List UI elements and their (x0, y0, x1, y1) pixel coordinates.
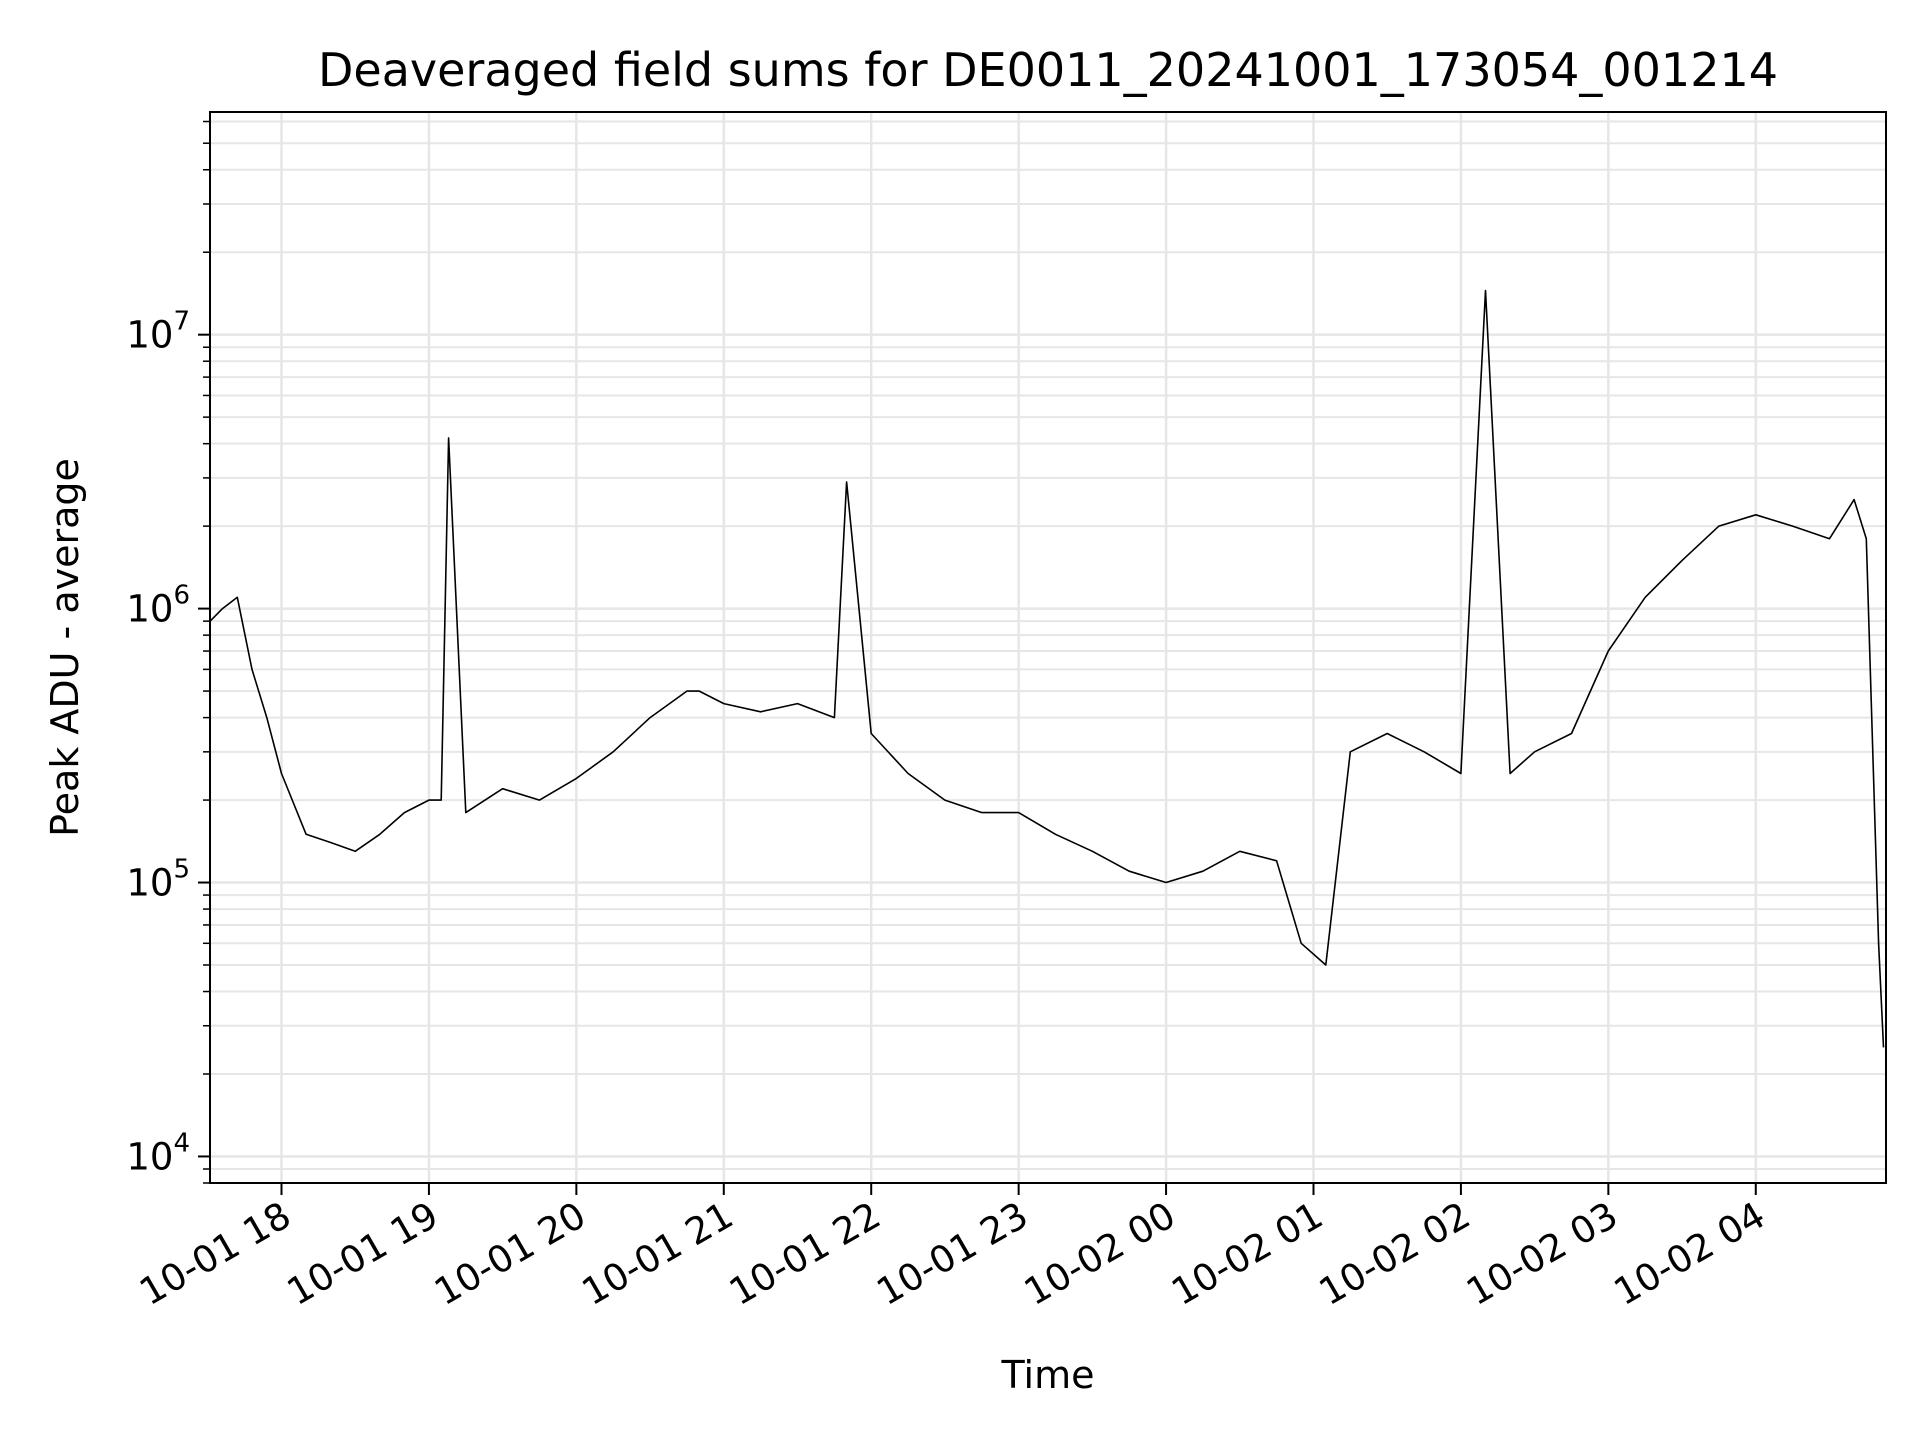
series-line (209, 289, 1885, 1048)
y-tick-label: 106 (126, 581, 190, 631)
data-series (209, 289, 1885, 1048)
y-tick-label: 105 (126, 855, 190, 905)
grid-major (210, 112, 1886, 1183)
axis-ticks (198, 120, 1757, 1195)
y-tick-label: 104 (126, 1128, 190, 1178)
grid-minor (210, 120, 1886, 1184)
chart-title: Deaveraged field sums for DE0011_2024100… (318, 43, 1778, 97)
y-tick-label: 107 (126, 307, 190, 357)
y-axis-label: Peak ADU - average (43, 458, 87, 837)
x-axis-label: Time (1001, 1353, 1095, 1397)
plot-frame (209, 111, 1887, 1184)
